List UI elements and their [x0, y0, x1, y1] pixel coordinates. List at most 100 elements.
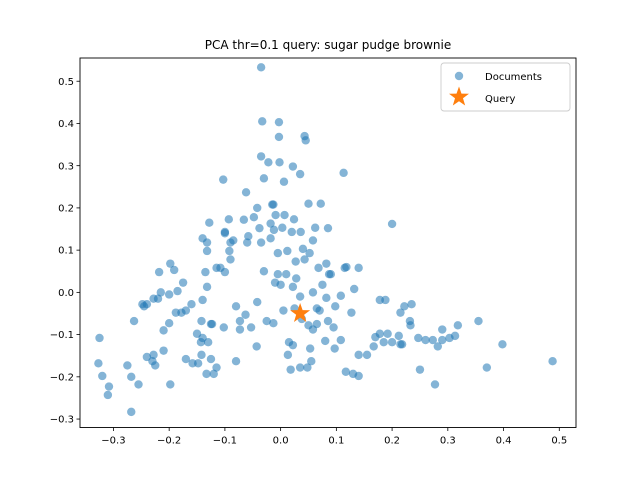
- document-point: [169, 265, 179, 275]
- document-point: [296, 227, 305, 237]
- document-point: [323, 316, 333, 326]
- document-point: [288, 162, 298, 171]
- x-axis: −0.3 −0.2 −0.1 0.0 0.1 0.2 0.3 0.4 0.5: [101, 427, 567, 447]
- document-point: [498, 340, 507, 349]
- document-point: [159, 346, 168, 355]
- document-point: [104, 382, 114, 391]
- x-tick-label: 0.1: [328, 436, 344, 447]
- document-point: [387, 337, 397, 347]
- document-point: [235, 325, 245, 334]
- document-point: [212, 363, 221, 372]
- document-point: [241, 188, 251, 197]
- document-point: [342, 262, 351, 272]
- document-point: [321, 336, 330, 346]
- document-point: [274, 132, 284, 142]
- axes-frame: [79, 57, 577, 428]
- document-point: [329, 323, 338, 332]
- document-point: [394, 331, 403, 341]
- document-point: [242, 238, 252, 247]
- x-tick-label: 0.5: [551, 436, 567, 447]
- document-point: [166, 259, 175, 268]
- legend-documents-marker: [454, 71, 464, 81]
- document-point: [178, 278, 188, 287]
- document-point: [154, 267, 164, 277]
- legend-query-label: Query: [485, 94, 515, 105]
- document-point: [407, 299, 416, 309]
- document-point: [450, 331, 460, 341]
- document-point: [262, 316, 271, 326]
- document-point: [347, 308, 356, 317]
- document-point: [258, 117, 267, 126]
- document-point: [192, 329, 202, 338]
- document-point: [123, 361, 132, 370]
- document-point: [139, 302, 149, 311]
- document-point: [453, 321, 463, 330]
- document-point: [433, 342, 442, 351]
- document-point: [371, 332, 380, 342]
- document-point: [291, 257, 300, 266]
- document-point: [301, 136, 310, 145]
- y-tick-label: 0.0: [58, 288, 74, 299]
- document-point: [259, 267, 269, 276]
- legend-documents-label: Documents: [485, 72, 542, 83]
- document-point: [198, 295, 207, 305]
- document-point: [271, 210, 280, 220]
- document-point: [308, 236, 318, 245]
- document-point: [127, 372, 136, 382]
- document-point: [202, 246, 212, 256]
- document-point: [482, 363, 492, 372]
- document-point: [322, 293, 331, 303]
- document-point: [231, 302, 241, 311]
- document-point: [406, 321, 415, 330]
- document-point: [276, 280, 285, 289]
- document-point: [224, 215, 233, 224]
- document-point: [428, 335, 437, 345]
- document-point: [279, 306, 288, 315]
- query-layer: [290, 302, 311, 322]
- document-point: [295, 169, 305, 179]
- document-point: [235, 316, 245, 326]
- document-point: [256, 152, 266, 161]
- document-point: [202, 238, 212, 247]
- document-point: [307, 357, 316, 366]
- document-point: [149, 294, 158, 303]
- document-point: [209, 369, 218, 379]
- document-point: [369, 342, 378, 351]
- y-tick-label: 0.2: [58, 204, 74, 215]
- document-point: [354, 371, 363, 381]
- x-tick-label: 0.2: [384, 436, 400, 447]
- document-point: [305, 248, 314, 258]
- document-point: [279, 177, 289, 186]
- document-point: [253, 203, 262, 213]
- document-point: [283, 246, 292, 256]
- document-point: [151, 361, 160, 370]
- document-point: [283, 350, 293, 360]
- document-point: [278, 223, 287, 232]
- document-point: [292, 274, 301, 283]
- document-point: [287, 227, 296, 237]
- document-point: [269, 225, 279, 235]
- document-point: [383, 329, 392, 338]
- document-point: [330, 344, 339, 353]
- document-point: [249, 213, 259, 222]
- document-point: [269, 200, 278, 209]
- document-point: [255, 223, 264, 233]
- document-point: [387, 219, 397, 229]
- document-point: [381, 295, 390, 305]
- document-point: [244, 232, 253, 241]
- document-point: [474, 316, 483, 326]
- chart-title: PCA thr=0.1 query: sugar pudge brownie: [205, 38, 451, 52]
- document-point: [166, 380, 175, 389]
- document-point: [220, 267, 230, 277]
- document-point: [339, 168, 348, 178]
- document-point: [303, 363, 312, 372]
- document-point: [295, 292, 305, 301]
- document-point: [300, 255, 309, 264]
- document-point: [349, 284, 359, 294]
- document-point: [298, 244, 308, 254]
- document-point: [354, 350, 363, 360]
- document-point: [379, 337, 388, 347]
- document-point: [207, 319, 217, 329]
- document-point: [225, 246, 234, 256]
